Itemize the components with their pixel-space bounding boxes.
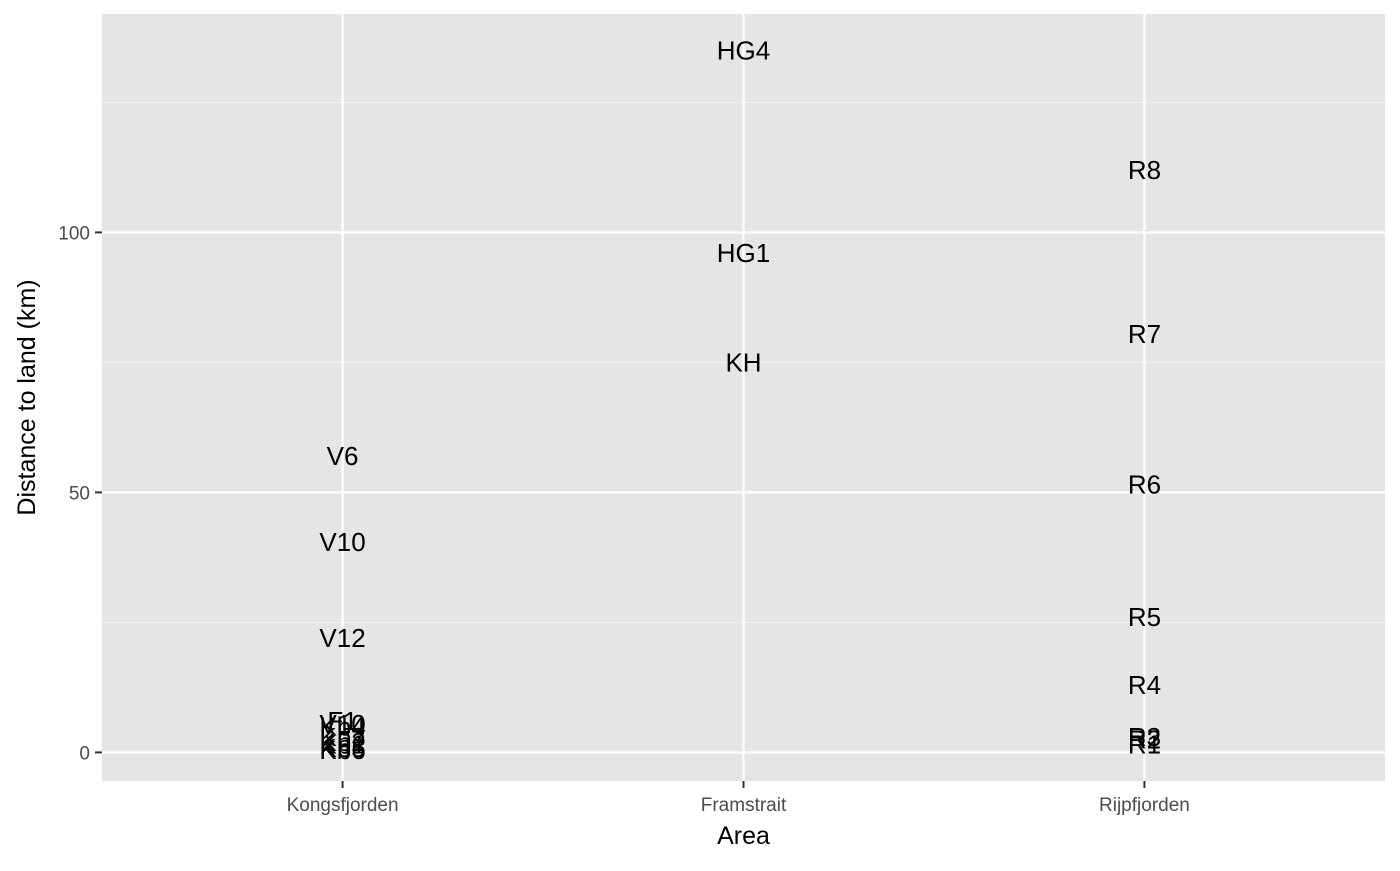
- x-axis-title: Area: [717, 822, 770, 850]
- point-label: V6: [327, 441, 359, 471]
- x-tick-label: Framstrait: [701, 795, 787, 816]
- point-label: V12: [319, 623, 365, 653]
- x-axis: Kongsfjorden Framstrait Rijpfjorden: [287, 781, 1190, 816]
- point-label: Kb2: [319, 727, 365, 757]
- y-tick-label: 0: [79, 743, 90, 764]
- point-label: V10: [319, 709, 365, 739]
- point-label: KH: [725, 347, 761, 377]
- x-tick-label: Kongsfjorden: [287, 795, 399, 816]
- point-label: R1: [1128, 730, 1161, 760]
- point-label: R8: [1128, 155, 1161, 185]
- point-label: Kb5: [319, 733, 365, 763]
- point-label: R5: [1128, 602, 1161, 632]
- point-label: R4: [1128, 670, 1161, 700]
- major-gridlines: [102, 14, 1385, 781]
- point-label: R3: [1128, 722, 1161, 752]
- point-label: Kb6: [319, 735, 365, 765]
- point-label: R2: [1128, 724, 1161, 754]
- point-label: V10: [319, 527, 365, 557]
- y-tick-label: 100: [58, 223, 90, 244]
- point-label: F1: [327, 706, 357, 736]
- point-label: HG4: [717, 35, 770, 65]
- point-label: HG1: [717, 238, 770, 268]
- data-labels: V6V10V12F1V10Kb4Kb3Kb2Kb1Kb5Kb6HG4HG1KHR…: [319, 35, 1161, 764]
- point-label: Kb4: [319, 711, 365, 741]
- y-axis: 0 50 100: [58, 223, 102, 764]
- point-label: Kb1: [319, 730, 365, 760]
- point-label: R7: [1128, 319, 1161, 349]
- point-label: R6: [1128, 470, 1161, 500]
- point-label: Kb3: [319, 722, 365, 752]
- x-tick-label: Rijpfjorden: [1099, 795, 1190, 816]
- y-axis-title: Distance to land (km): [13, 279, 41, 515]
- y-tick-label: 50: [69, 483, 90, 504]
